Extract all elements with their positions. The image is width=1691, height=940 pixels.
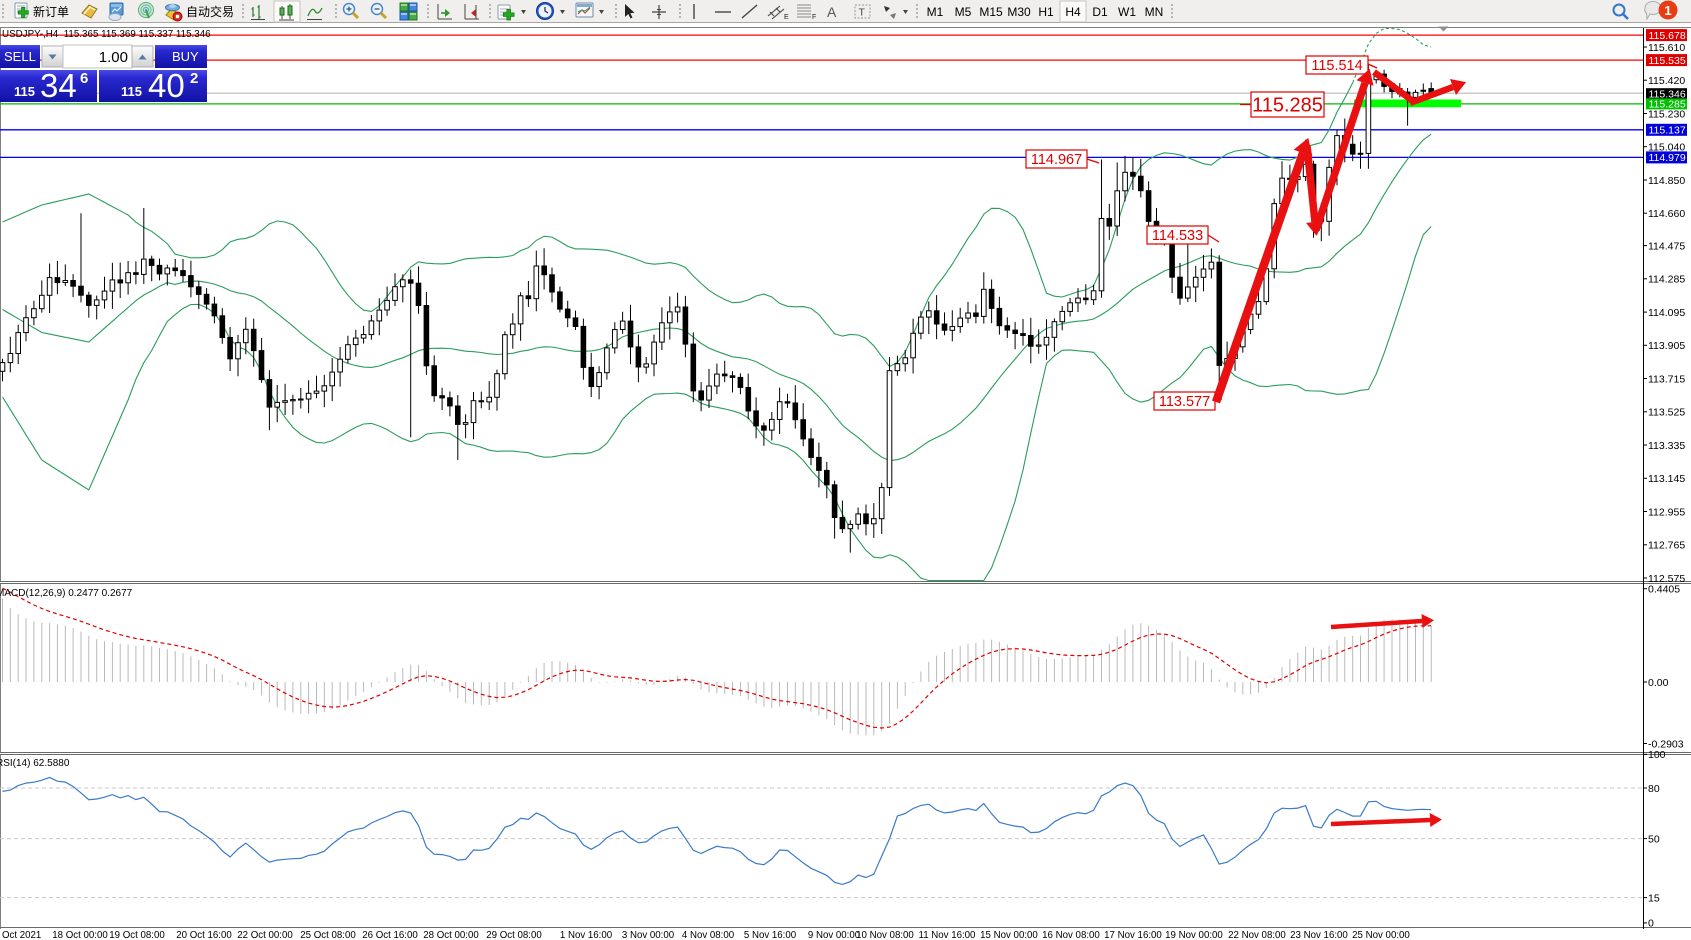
svg-text:9 Nov 00:00: 9 Nov 00:00 — [808, 930, 861, 940]
svg-text:100: 100 — [1648, 749, 1666, 761]
svg-text:114.967: 114.967 — [1031, 152, 1082, 168]
svg-text:4 Nov 08:00: 4 Nov 08:00 — [682, 930, 735, 940]
svg-text:15 Nov 00:00: 15 Nov 00:00 — [980, 930, 1038, 940]
svg-text:1: 1 — [1664, 3, 1671, 18]
svg-text:114.979: 114.979 — [1649, 152, 1686, 164]
svg-text:19 Oct 08:00: 19 Oct 08:00 — [109, 930, 165, 940]
svg-text:25 Oct 08:00: 25 Oct 08:00 — [300, 930, 356, 940]
svg-text:22 Nov 08:00: 22 Nov 08:00 — [1228, 930, 1286, 940]
svg-text:115.346: 115.346 — [1649, 89, 1686, 101]
svg-text:RSI(14) 62.5880: RSI(14) 62.5880 — [0, 758, 70, 769]
svg-text:3 Nov 00:00: 3 Nov 00:00 — [622, 930, 675, 940]
svg-text:114.660: 114.660 — [1648, 208, 1685, 220]
svg-text:50: 50 — [1648, 833, 1660, 845]
svg-text:80: 80 — [1648, 783, 1660, 795]
svg-text:H4: H4 — [1065, 5, 1081, 19]
svg-text:115.285: 115.285 — [1252, 95, 1323, 117]
svg-text:16 Nov 08:00: 16 Nov 08:00 — [1042, 930, 1100, 940]
svg-text:114.095: 114.095 — [1648, 307, 1685, 319]
svg-text:40: 40 — [148, 67, 185, 104]
svg-text:115.420: 115.420 — [1648, 75, 1685, 87]
svg-text:113.715: 113.715 — [1648, 373, 1685, 385]
svg-text:28 Oct 00:00: 28 Oct 00:00 — [423, 930, 479, 940]
svg-text:19 Nov 00:00: 19 Nov 00:00 — [1165, 930, 1223, 940]
svg-text:115.285: 115.285 — [1649, 99, 1686, 111]
svg-text:29 Oct 08:00: 29 Oct 08:00 — [486, 930, 542, 940]
svg-text:34: 34 — [40, 67, 77, 104]
svg-text:T: T — [859, 7, 866, 19]
svg-text:1.00: 1.00 — [99, 49, 128, 66]
svg-text:W1: W1 — [1118, 5, 1136, 19]
svg-text:5 Nov 16:00: 5 Nov 16:00 — [744, 930, 797, 940]
svg-text:23 Nov 16:00: 23 Nov 16:00 — [1290, 930, 1348, 940]
svg-text:0: 0 — [1648, 918, 1654, 930]
svg-text:115.040: 115.040 — [1648, 142, 1685, 154]
svg-text:MN: MN — [1145, 5, 1164, 19]
svg-text:114.850: 114.850 — [1648, 175, 1685, 187]
svg-text:USDJPY-,H4 115.365 115.369 11: USDJPY-,H4 115.365 115.369 115.337 115.3… — [2, 29, 211, 40]
svg-text:新订单: 新订单 — [33, 4, 69, 19]
svg-text:114.285: 114.285 — [1648, 274, 1685, 286]
svg-text:E: E — [784, 14, 789, 21]
svg-text:113.577: 113.577 — [1159, 394, 1210, 410]
svg-text:115.137: 115.137 — [1649, 125, 1686, 137]
svg-text:112.575: 112.575 — [1648, 573, 1685, 585]
svg-text:H1: H1 — [1038, 5, 1054, 19]
svg-text:22 Oct 00:00: 22 Oct 00:00 — [237, 930, 293, 940]
svg-text:0.4405: 0.4405 — [1648, 584, 1680, 596]
svg-text:2: 2 — [190, 70, 198, 87]
svg-text:26 Oct 16:00: 26 Oct 16:00 — [362, 930, 418, 940]
svg-text:114.475: 114.475 — [1648, 240, 1685, 252]
svg-text:113.335: 113.335 — [1648, 440, 1685, 452]
svg-text:A: A — [827, 4, 837, 20]
svg-text:1 Nov 16:00: 1 Nov 16:00 — [560, 930, 613, 940]
svg-text:M30: M30 — [1007, 5, 1031, 19]
svg-text:M15: M15 — [979, 5, 1003, 19]
svg-text:SELL: SELL — [4, 49, 36, 64]
svg-text:10 Nov 08:00: 10 Nov 08:00 — [856, 930, 914, 940]
svg-text:M1: M1 — [927, 5, 944, 19]
svg-text:25 Nov 00:00: 25 Nov 00:00 — [1352, 930, 1410, 940]
svg-text:113.145: 113.145 — [1648, 473, 1685, 485]
svg-text:115.230: 115.230 — [1648, 108, 1685, 120]
svg-text:114.533: 114.533 — [1152, 228, 1203, 244]
svg-text:115.610: 115.610 — [1648, 42, 1685, 54]
svg-text:115: 115 — [14, 84, 35, 99]
svg-text:17 Nov 16:00: 17 Nov 16:00 — [1104, 930, 1162, 940]
svg-text:M5: M5 — [955, 5, 972, 19]
svg-text:MACD(12,26,9) 0.2477 0.2677: MACD(12,26,9) 0.2477 0.2677 — [0, 588, 133, 599]
svg-text:自动交易: 自动交易 — [186, 4, 234, 19]
svg-text:113.525: 113.525 — [1648, 407, 1685, 419]
svg-text:115: 115 — [121, 84, 142, 99]
svg-text:113.905: 113.905 — [1648, 340, 1685, 352]
svg-text:0.00: 0.00 — [1648, 677, 1669, 689]
svg-text:BUY: BUY — [172, 49, 199, 64]
svg-text:115.514: 115.514 — [1311, 58, 1362, 74]
svg-text:D1: D1 — [1092, 5, 1108, 19]
svg-text:Oct 2021: Oct 2021 — [2, 930, 41, 940]
svg-text:15: 15 — [1648, 892, 1660, 904]
svg-text:6: 6 — [80, 70, 88, 87]
svg-text:112.765: 112.765 — [1648, 540, 1685, 552]
svg-text:112.955: 112.955 — [1648, 506, 1685, 518]
svg-text:11 Nov 16:00: 11 Nov 16:00 — [919, 930, 977, 940]
svg-text:F: F — [812, 14, 816, 21]
svg-text:115.678: 115.678 — [1649, 30, 1686, 42]
svg-text:18 Oct 00:00: 18 Oct 00:00 — [52, 930, 108, 940]
svg-text:20 Oct 16:00: 20 Oct 16:00 — [176, 930, 232, 940]
svg-text:115.535: 115.535 — [1649, 55, 1686, 67]
svg-text:-0.2903: -0.2903 — [1648, 738, 1684, 750]
